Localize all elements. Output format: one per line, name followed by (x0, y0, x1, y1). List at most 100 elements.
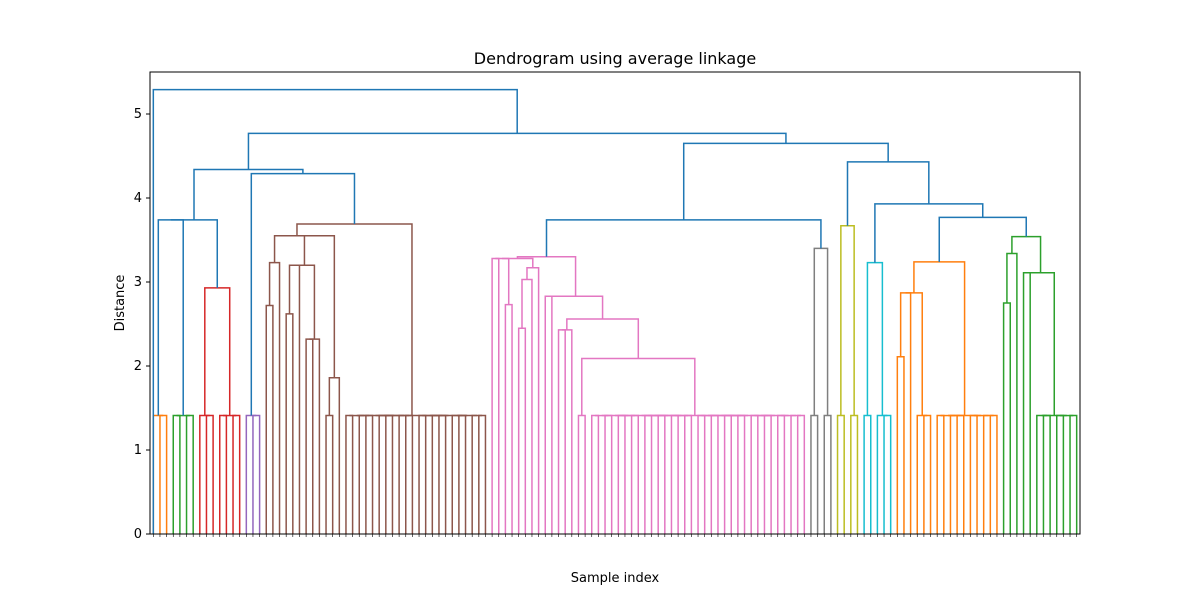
dendrogram-link-72 (697, 414, 706, 534)
dendrogram-link-2 (172, 414, 181, 534)
dendrogram-link-41 (471, 414, 483, 534)
x-axis (153, 534, 1077, 537)
dendrogram-link-67 (670, 414, 679, 534)
dendrogram-link-90 (566, 318, 640, 359)
dendrogram-link-28 (385, 414, 394, 534)
dendrogram-link-19 (294, 264, 316, 340)
dendrogram-link-99 (863, 414, 872, 534)
dendrogram-link-108 (936, 414, 945, 534)
dendrogram-link-17 (305, 338, 314, 534)
dendrogram-link-46 (491, 257, 500, 534)
dendrogram-link-113 (989, 414, 998, 534)
dendrogram-link-52 (502, 257, 534, 268)
dendrogram-link-35 (438, 414, 447, 534)
dendrogram-link-56 (577, 414, 586, 534)
dendrogram-link-112 (969, 414, 978, 534)
dendrogram-link-38 (458, 414, 467, 534)
dendrogram-link-25 (365, 414, 374, 534)
dendrogram-link-14 (268, 261, 281, 534)
dendrogram-link-114 (982, 414, 994, 534)
dendrogram-link-40 (478, 414, 487, 534)
dendrogram-link-54 (557, 329, 566, 534)
dendrogram-link-31 (398, 414, 410, 534)
dendrogram-link-133 (545, 219, 822, 257)
dendrogram-link-57 (591, 414, 600, 534)
dendrogram-link-129 (157, 219, 184, 416)
y-tick-label-3: 3 (134, 275, 142, 290)
dendrogram-link-82 (777, 414, 786, 534)
dendrogram-link-20 (325, 414, 334, 534)
dendrogram-link-94 (823, 414, 832, 534)
dendrogram-link-23 (273, 235, 320, 263)
dendrogram-link-49 (517, 327, 527, 534)
dendrogram-link-106 (916, 414, 928, 534)
dendrogram-link-138 (247, 132, 787, 170)
dendrogram-link-95 (813, 247, 829, 416)
dendrogram-link-51 (526, 266, 540, 534)
dendrogram-link-10 (204, 287, 231, 416)
dendrogram-link-98 (840, 224, 855, 416)
dendrogram-link-119 (1006, 252, 1018, 534)
y-axis-label: Distance (113, 275, 128, 332)
dendrogram-link-96 (836, 414, 845, 534)
dendrogram-link-120 (1022, 272, 1031, 534)
dendrogram-link-121 (1042, 414, 1051, 534)
y-tick-label-5: 5 (134, 107, 142, 122)
dendrogram-link-104 (899, 292, 912, 534)
chart-title: Dendrogram using average linkage (474, 49, 756, 68)
y-tick-label-1: 1 (134, 443, 142, 458)
dendrogram-link-130 (170, 219, 219, 288)
dendrogram-link-1 (152, 414, 164, 534)
dendrogram-link-16 (288, 264, 301, 534)
dendrogram-link-127 (1026, 272, 1056, 416)
dendrogram-link-26 (358, 414, 370, 534)
dendrogram-link-75 (723, 414, 732, 534)
dendrogram-link-6 (199, 414, 210, 534)
dendrogram-link-0 (159, 414, 168, 534)
dendrogram-link-58 (604, 414, 613, 534)
dendrogram-link-3 (185, 414, 194, 534)
dendrogram-link-13 (265, 304, 274, 534)
dendrogram-links (152, 88, 1078, 534)
dendrogram-link-39 (451, 414, 463, 534)
dendrogram-link-24 (345, 414, 354, 534)
dendrogram-link-48 (495, 257, 510, 305)
dendrogram-link-30 (405, 414, 414, 534)
dendrogram-link-84 (790, 414, 801, 534)
dendrogram-link-60 (617, 414, 626, 534)
dendrogram-link-22 (303, 235, 336, 378)
dendrogram-link-93 (810, 414, 819, 534)
dendrogram-link-92 (516, 256, 577, 297)
dendrogram-link-64 (644, 414, 653, 534)
y-tick-label-0: 0 (134, 527, 142, 542)
dendrogram-link-109 (956, 414, 965, 534)
dendrogram-link-137 (682, 142, 889, 220)
dendrogram-link-97 (850, 414, 859, 534)
dendrogram-link-73 (710, 414, 719, 534)
dendrogram-link-135 (874, 203, 984, 263)
dendrogram-link-68 (684, 414, 693, 534)
y-tick-label-2: 2 (134, 359, 142, 374)
dendrogram-link-134 (938, 216, 1027, 262)
dendrogram-link-105 (923, 414, 932, 534)
dendrogram-link-12 (245, 414, 257, 534)
dendrogram-link-102 (866, 261, 884, 416)
dendrogram-link-79 (750, 414, 759, 534)
dendrogram-link-55 (561, 329, 573, 534)
dendrogram-link-47 (504, 303, 513, 534)
dendrogram-link-100 (883, 414, 892, 534)
dendrogram-link-11 (252, 414, 261, 534)
dendrogram-link-36 (431, 414, 443, 534)
dendrogram-link-139 (152, 88, 518, 534)
dendrogram-link-76 (737, 414, 746, 534)
dendrogram-link-123 (1056, 414, 1065, 534)
dendrogram-link-122 (1036, 414, 1047, 534)
dendrogram-link-7 (219, 414, 228, 534)
dendrogram-link-80 (763, 414, 772, 534)
plot-frame (149, 71, 1081, 535)
dendrogram-link-101 (876, 414, 888, 534)
dendrogram-link-5 (205, 414, 214, 534)
dendrogram-link-18 (309, 338, 321, 534)
dendrogram-link-107 (905, 292, 923, 416)
